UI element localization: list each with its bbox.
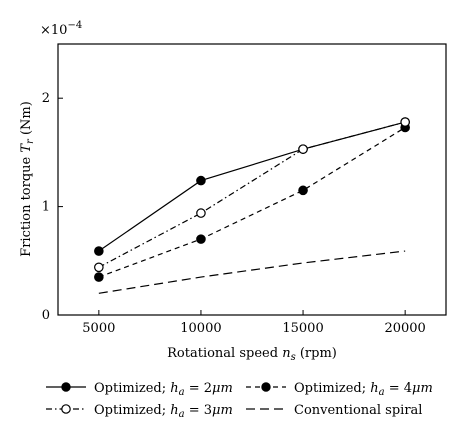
plot-frame xyxy=(57,43,447,316)
y-axis-ticks: 0 1 2 xyxy=(42,91,63,323)
data-point xyxy=(94,262,104,273)
y-tick-label: 0 xyxy=(42,308,50,323)
legend-swatch-marker xyxy=(61,382,71,392)
y-tick-label: 1 xyxy=(42,200,50,215)
legend-label: Optimized; ha = 2μm xyxy=(94,381,233,398)
data-point xyxy=(298,144,308,154)
legend-item-conventional-spiral: Conventional spiral xyxy=(246,403,422,418)
series-line xyxy=(98,126,406,278)
y-axis-title: Friction torque Tr (Nm) xyxy=(19,101,36,257)
data-point xyxy=(196,175,206,186)
y-multiplier: ×10−4 xyxy=(40,20,82,38)
series-2 xyxy=(98,126,406,278)
x-tick-label: 20000 xyxy=(384,321,425,336)
series-1-overlay-markers xyxy=(298,117,410,154)
data-point xyxy=(196,234,206,244)
data-point xyxy=(400,117,410,127)
data-point xyxy=(196,208,206,218)
series-3 xyxy=(98,250,406,294)
legend-label: Optimized; ha = 3μm xyxy=(94,403,233,420)
x-tick-label: 5000 xyxy=(82,321,115,336)
legend-swatch-marker xyxy=(261,382,271,392)
legend: Optimized; ha = 2μm Optimized; ha = 4μm … xyxy=(46,381,433,420)
legend-label: Conventional spiral xyxy=(294,403,422,418)
legend-item-ha-4: Optimized; ha = 4μm xyxy=(246,381,433,398)
x-axis-title: Rotational speed ns (rpm) xyxy=(167,346,337,363)
data-point xyxy=(94,272,104,282)
legend-item-ha-2: Optimized; ha = 2μm xyxy=(46,381,233,398)
series-2-markers xyxy=(94,122,410,282)
data-point xyxy=(298,185,308,196)
legend-label: Optimized; ha = 4μm xyxy=(294,381,433,398)
legend-swatch-marker xyxy=(61,404,71,414)
series-line xyxy=(98,250,406,294)
series-line xyxy=(98,121,406,252)
series-1-markers xyxy=(94,117,410,273)
y-tick-label: 2 xyxy=(42,91,50,106)
legend-item-ha-3: Optimized; ha = 3μm xyxy=(46,403,233,420)
series-1 xyxy=(98,121,406,268)
x-tick-label: 15000 xyxy=(282,321,323,336)
x-axis-ticks: 5000 10000 15000 20000 xyxy=(82,310,426,336)
series-layer xyxy=(94,117,410,294)
x-tick-label: 10000 xyxy=(180,321,221,336)
series-line xyxy=(98,121,406,268)
series-0-markers xyxy=(94,175,206,256)
series-0 xyxy=(98,121,406,252)
data-point xyxy=(94,246,104,256)
